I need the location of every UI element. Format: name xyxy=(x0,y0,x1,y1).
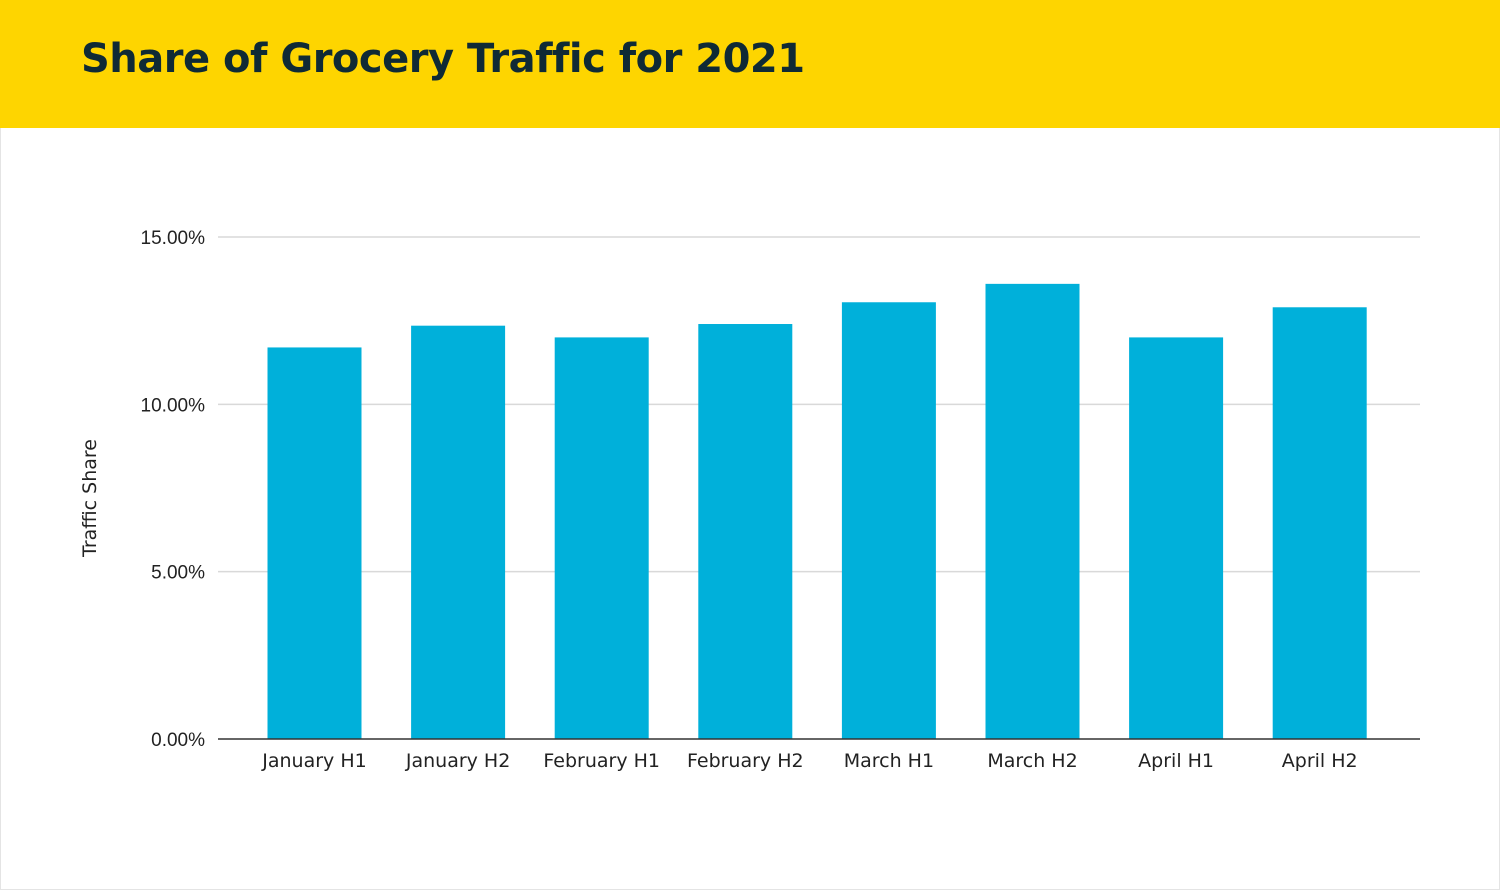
bar xyxy=(985,283,1080,739)
x-tick-label: March H1 xyxy=(844,750,934,772)
y-tick-label: 15.00% xyxy=(141,228,206,249)
y-axis-label: Traffic Share xyxy=(79,439,101,558)
y-tick-label: 10.00% xyxy=(141,395,206,416)
x-tick-label: February H2 xyxy=(687,750,804,772)
y-tick-labels: 0.00% 5.00% 10.00% 15.00% xyxy=(141,228,206,751)
x-tick-label: April H1 xyxy=(1138,750,1214,772)
x-tick-label: April H2 xyxy=(1282,750,1358,772)
gridlines xyxy=(218,236,1420,573)
bar xyxy=(1129,337,1224,739)
bar xyxy=(411,325,506,739)
y-tick-label: 0.00% xyxy=(151,730,205,751)
x-tick-label: January H2 xyxy=(405,750,510,772)
title-banner: Share of Grocery Traffic for 2021 xyxy=(0,0,1500,128)
bar xyxy=(267,347,362,739)
bar xyxy=(698,324,793,739)
x-tick-label: February H1 xyxy=(543,750,660,772)
bars xyxy=(267,283,1367,739)
y-tick-label: 5.00% xyxy=(151,563,205,584)
chart-title: Share of Grocery Traffic for 2021 xyxy=(81,36,805,82)
bar xyxy=(841,302,936,739)
bar xyxy=(554,337,649,739)
x-tick-label: January H1 xyxy=(261,750,366,772)
bar xyxy=(1272,307,1367,739)
x-tick-labels: January H1 January H2 February H1 February … xyxy=(261,750,1357,772)
x-tick-label: March H2 xyxy=(987,750,1077,772)
